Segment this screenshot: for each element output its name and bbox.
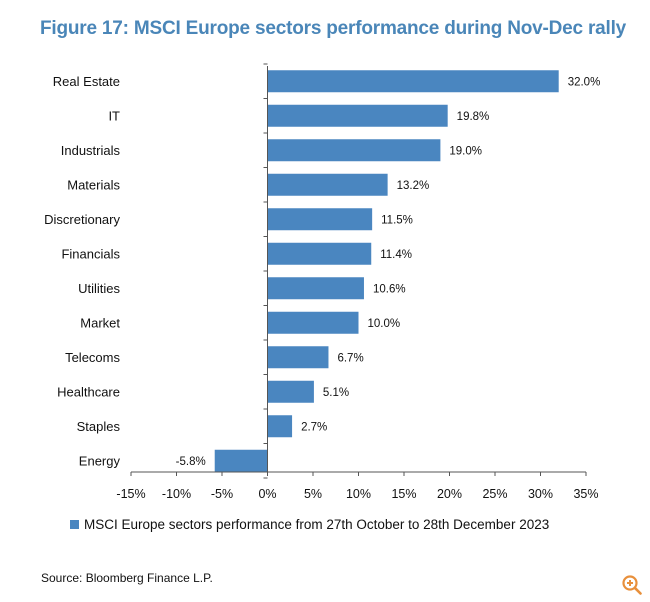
bar: [267, 242, 372, 265]
bar: [267, 104, 448, 127]
category-label: Healthcare: [57, 384, 120, 399]
legend-label: MSCI Europe sectors performance from 27t…: [84, 517, 549, 532]
category-label: Materials: [67, 177, 120, 192]
legend: MSCI Europe sectors performance from 27t…: [70, 517, 549, 532]
bar: [267, 139, 441, 162]
bars: [214, 70, 559, 472]
x-tick-label: -10%: [162, 487, 191, 501]
bar: [267, 346, 329, 369]
category-labels: Real Estate IT Industrials Materials Discret…: [44, 74, 120, 469]
data-label: 19.8%: [457, 111, 490, 123]
bar: [267, 277, 364, 300]
x-tick-label: 15%: [391, 487, 416, 501]
data-label: 5.1%: [323, 387, 349, 399]
category-label: Real Estate: [53, 74, 120, 89]
bar: [267, 70, 559, 93]
source-note: Source: Bloomberg Finance L.P.: [41, 571, 213, 585]
x-tick-label: 25%: [482, 487, 507, 501]
x-tick-label: 5%: [304, 487, 322, 501]
x-axis: -15% -10% -5% 0% 5% 10% 15% 20% 25% 30% 35%: [116, 63, 599, 501]
bar-chart: Real Estate IT Industrials Materials Discret…: [44, 63, 601, 532]
data-label: 11.4%: [380, 249, 412, 261]
category-label: Industrials: [61, 143, 121, 158]
category-label: Discretionary: [44, 212, 120, 227]
x-tick-label: 30%: [528, 487, 553, 501]
data-label: 13.2%: [397, 180, 430, 192]
x-tick-label: 0%: [258, 487, 276, 501]
category-label: Market: [80, 315, 120, 330]
category-label: IT: [108, 108, 120, 123]
x-tick-label: 20%: [437, 487, 462, 501]
bar: [267, 311, 359, 334]
bar: [267, 208, 373, 231]
bar: [267, 415, 293, 438]
x-tick-label: 35%: [573, 487, 598, 501]
bar: [214, 449, 268, 472]
data-label: 10.0%: [368, 318, 401, 330]
bar: [267, 173, 388, 196]
category-label: Utilities: [78, 281, 120, 296]
zoom-in-icon[interactable]: [620, 573, 644, 597]
category-label: Financials: [61, 246, 120, 261]
data-label: 2.7%: [301, 421, 327, 433]
category-label: Telecoms: [65, 350, 120, 365]
chart-title: Figure 17: MSCI Europe sectors performan…: [40, 18, 627, 39]
x-tick-label: -15%: [116, 487, 145, 501]
data-label: 32.0%: [568, 76, 601, 88]
x-tick-label: 10%: [346, 487, 371, 501]
data-label: 11.5%: [381, 214, 413, 226]
bar: [267, 380, 314, 403]
data-label: -5.8%: [176, 456, 206, 468]
value-labels: 32.0% 19.8% 19.0% 13.2% 11.5% 11.4% 10.6% 10.0%…: [176, 76, 601, 468]
legend-swatch: [70, 520, 79, 529]
data-label: 10.6%: [373, 283, 406, 295]
category-label: Staples: [77, 419, 121, 434]
data-label: 6.7%: [337, 352, 363, 364]
x-tick-label: -5%: [211, 487, 233, 501]
category-label: Energy: [79, 453, 121, 468]
data-label: 19.0%: [449, 145, 482, 157]
